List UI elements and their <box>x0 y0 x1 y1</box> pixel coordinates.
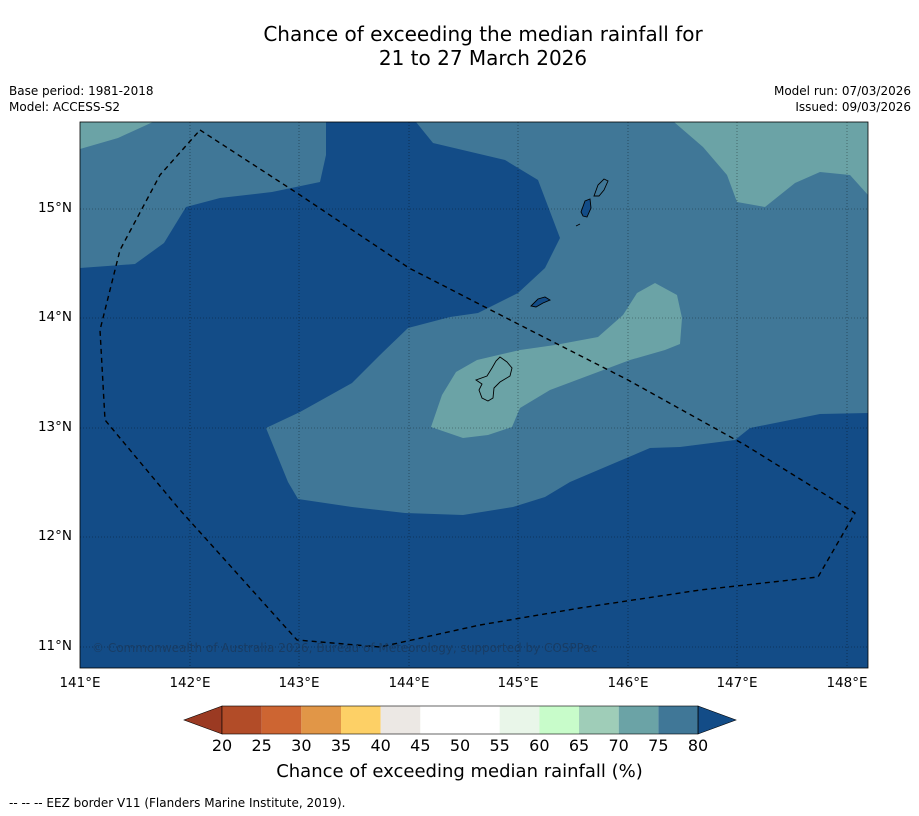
longitude-label: 142°E <box>169 675 211 691</box>
title-line-1: Chance of exceeding the median rainfall … <box>263 22 703 46</box>
rainfall-band-70-75-northwest <box>80 122 153 149</box>
latitude-label: 14°N <box>37 309 72 325</box>
title-line-2: 21 to 27 March 2026 <box>378 46 588 70</box>
colorbar-tick-label: 40 <box>370 736 391 755</box>
colorbar-segment <box>420 706 461 734</box>
info-right: Model run: 07/03/2026 Issued: 09/03/2026 <box>774 83 911 115</box>
colorbar-label: Chance of exceeding median rainfall (%) <box>276 761 643 782</box>
longitude-label: 144°E <box>388 675 430 691</box>
colorbar-under-arrow <box>183 705 223 735</box>
colorbar-tick-label: 25 <box>251 736 272 755</box>
info-left: Base period: 1981-2018 Model: ACCESS-S2 <box>9 83 154 115</box>
colorbar-tick-label: 55 <box>489 736 510 755</box>
colorbar <box>183 705 737 735</box>
rainfall-band-75-80-northwest <box>80 122 326 268</box>
colorbar-outline <box>221 705 699 735</box>
colorbar-segment <box>341 706 381 734</box>
colorbar-segment <box>658 706 699 734</box>
model-name: Model: ACCESS-S2 <box>9 100 121 114</box>
longitude-label: 145°E <box>497 675 539 691</box>
colorbar-tick-label: 80 <box>687 736 709 755</box>
colorbar-tick-label: 30 <box>291 736 312 755</box>
guam-island <box>475 356 513 402</box>
colorbar-tick-label: 75 <box>648 736 669 755</box>
footnote: -- -- -- EEZ border V11 (Flanders Marine… <box>9 796 346 810</box>
tinian-island <box>580 198 592 218</box>
colorbar-segment <box>380 706 421 734</box>
map-frame <box>79 121 869 669</box>
rainfall-band-70-75-guam <box>431 283 682 438</box>
colorbar-over-arrow <box>697 705 737 735</box>
colorbar-segment <box>499 706 540 734</box>
colorbar-segment <box>261 706 302 734</box>
map-title: Chance of exceeding the median rainfall … <box>0 22 919 70</box>
graticule <box>80 122 868 668</box>
rainfall-band-75-80-northeast <box>266 122 868 515</box>
latitude-label: 15°N <box>37 200 72 216</box>
longitude-label: 141°E <box>59 675 101 691</box>
saipan-island <box>593 178 609 197</box>
longitude-label: 146°E <box>607 675 649 691</box>
longitude-label: 143°E <box>278 675 320 691</box>
colorbar-segment <box>301 706 342 734</box>
map-area <box>80 122 868 668</box>
latitude-label: 13°N <box>37 419 72 435</box>
colorbar-segment <box>618 706 659 734</box>
colorbar-segment <box>460 706 500 734</box>
colorbar-tick-label: 20 <box>211 736 233 755</box>
rainfall-band-70-75-northeast <box>674 122 868 207</box>
base-period: Base period: 1981-2018 <box>9 84 154 98</box>
longitude-label: 148°E <box>826 675 868 691</box>
model-run: Model run: 07/03/2026 <box>773 84 911 98</box>
colorbar-tick-label: 65 <box>568 736 590 755</box>
latitude-label: 11°N <box>37 638 72 654</box>
copyright-notice: © Commonwealth of Australia 2026, Bureau… <box>92 641 598 655</box>
colorbar-tick-label: 70 <box>608 736 629 755</box>
colorbar-tick-label: 35 <box>330 736 352 755</box>
colorbar-tick-label: 45 <box>410 736 431 755</box>
colorbar-segment <box>222 706 262 734</box>
rota-island <box>530 296 551 308</box>
issued-date: Issued: 09/03/2026 <box>795 100 911 114</box>
eez-border <box>99 129 856 648</box>
colorbar-segment <box>539 706 580 734</box>
colorbar-tick-label: 60 <box>529 736 550 755</box>
colorbar-tick-label: 50 <box>449 736 471 755</box>
aguijan-island <box>575 223 581 227</box>
longitude-label: 147°E <box>716 675 758 691</box>
latitude-label: 12°N <box>37 528 72 544</box>
colorbar-segment <box>579 706 619 734</box>
